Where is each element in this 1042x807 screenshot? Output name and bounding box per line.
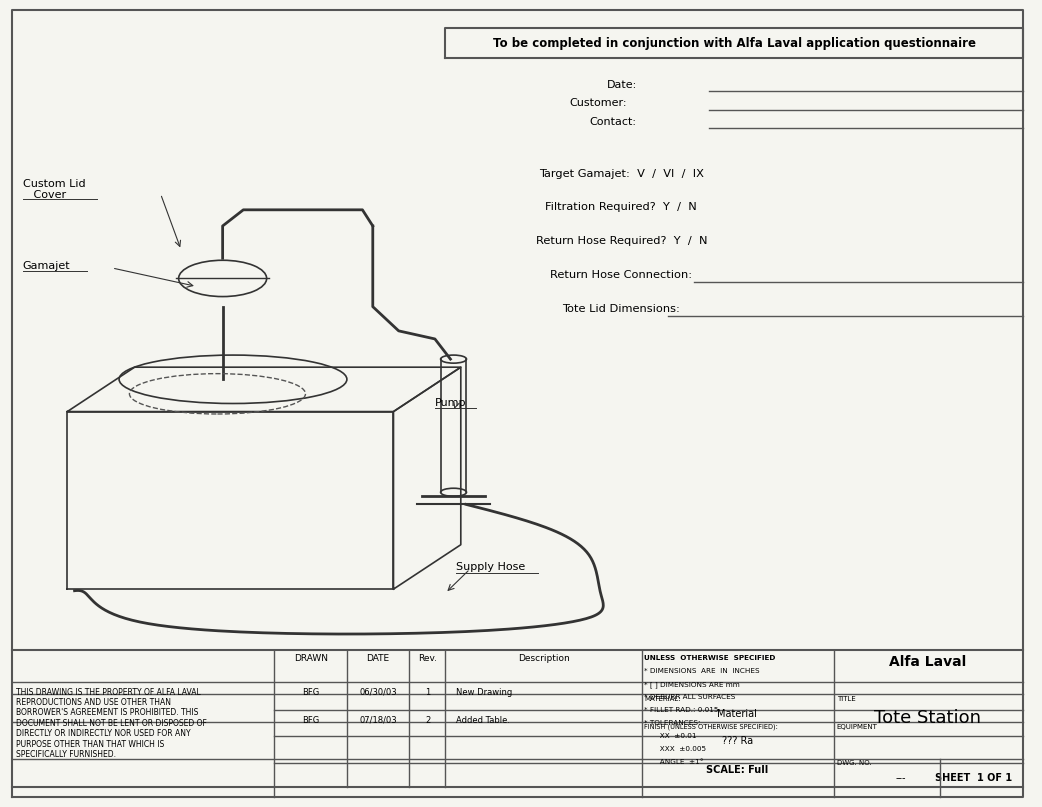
Text: Rev.: Rev. [418,654,438,663]
Text: UNLESS  OTHERWISE  SPECIFIED: UNLESS OTHERWISE SPECIFIED [644,655,775,661]
Text: BFG: BFG [302,716,319,725]
Text: * DIMENSIONS  ARE  IN  INCHES: * DIMENSIONS ARE IN INCHES [644,668,760,674]
Text: Gamajet: Gamajet [23,261,71,271]
Text: * DEBURR ALL SURFACES: * DEBURR ALL SURFACES [644,694,736,700]
Text: 06/30/03: 06/30/03 [359,688,397,696]
Text: * TOLERANCES:: * TOLERANCES: [644,720,700,725]
Text: FINISH (UNLESS OTHERWISE SPECIFIED):: FINISH (UNLESS OTHERWISE SPECIFIED): [644,724,778,730]
Text: Return Hose Connection:: Return Hose Connection: [550,270,692,280]
Text: Alfa Laval: Alfa Laval [889,655,966,669]
Text: DATE: DATE [367,654,390,663]
Text: MATERIAL:: MATERIAL: [644,696,680,701]
Text: Tote Station: Tote Station [874,709,982,726]
Text: 07/18/03: 07/18/03 [359,716,397,725]
Text: * FILLET RAD.: 0.015: * FILLET RAD.: 0.015 [644,707,719,713]
Text: ---: --- [896,773,907,783]
Text: Pump: Pump [435,399,467,408]
Text: DRAWN: DRAWN [294,654,327,663]
Text: Customer:: Customer: [569,98,626,108]
Text: New Drawing: New Drawing [455,688,512,696]
Text: DWG. NO.: DWG. NO. [837,760,871,766]
Text: Custom Lid
   Cover: Custom Lid Cover [23,179,85,200]
Text: SHEET  1 OF 1: SHEET 1 OF 1 [935,773,1012,783]
Text: 1: 1 [425,688,430,696]
Text: EQUIPMENT: EQUIPMENT [837,724,877,730]
Text: ??? Ra: ??? Ra [722,736,752,746]
Text: Date:: Date: [606,80,637,90]
Text: Return Hose Required?  Y  /  N: Return Hose Required? Y / N [536,236,708,246]
Text: XXX  ±0.005: XXX ±0.005 [644,746,706,751]
Text: * [ ] DIMENSIONS ARE mm: * [ ] DIMENSIONS ARE mm [644,681,740,688]
Text: XX  ±0.01: XX ±0.01 [644,733,697,738]
Text: TITLE: TITLE [837,696,855,701]
Text: To be completed in conjunction with Alfa Laval application questionnaire: To be completed in conjunction with Alfa… [493,36,975,50]
Text: BFG: BFG [302,688,319,696]
Text: Filtration Required?  Y  /  N: Filtration Required? Y / N [545,203,697,212]
Text: Contact:: Contact: [590,117,637,127]
Text: Added Table.: Added Table. [455,716,510,725]
Text: ANGLE  ±1°: ANGLE ±1° [644,759,703,764]
Text: Target Gamajet:  V  /  VI  /  IX: Target Gamajet: V / VI / IX [539,169,703,178]
Text: SCALE: Full: SCALE: Full [706,765,768,775]
Text: Supply Hose: Supply Hose [455,562,525,571]
Text: Description: Description [518,654,570,663]
Text: 2: 2 [425,716,430,725]
Text: THIS DRAWING IS THE PROPERTY OF ALFA LAVAL
REPRODUCTIONS AND USE OTHER THAN
BORR: THIS DRAWING IS THE PROPERTY OF ALFA LAV… [16,688,206,759]
Text: Material: Material [717,709,758,718]
Text: Tote Lid Dimensions:: Tote Lid Dimensions: [563,304,680,314]
